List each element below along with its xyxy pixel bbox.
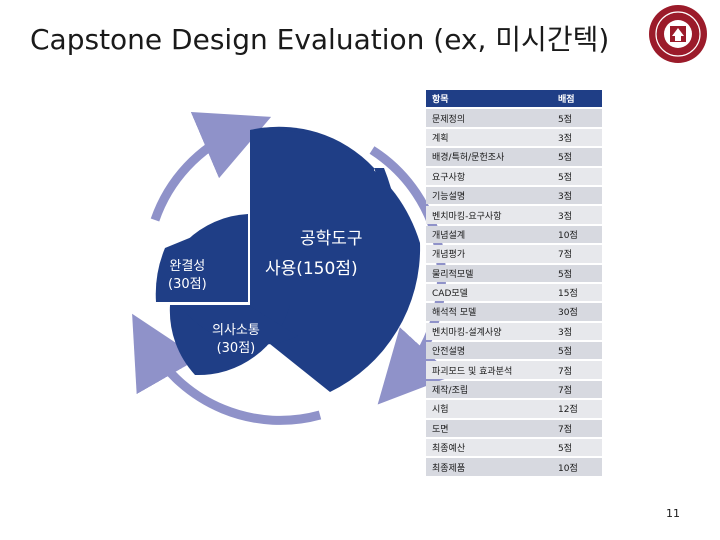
table-cell-item: 개념평가 bbox=[426, 245, 552, 263]
bottom-label-line2: (30점) bbox=[216, 341, 256, 356]
table-header-item: 항목 bbox=[426, 90, 552, 108]
table-row: 개념설계 10점 bbox=[426, 225, 602, 244]
table-cell-item: 기능설명 bbox=[426, 186, 552, 205]
table-row: 벤치마킹-요구사항 3점 bbox=[426, 206, 602, 224]
table-row: 계획 3점 bbox=[426, 128, 602, 147]
table-cell-item: 시험 bbox=[426, 400, 552, 418]
left-label-line1: 완결성 bbox=[169, 259, 206, 274]
table-cell-score: 7점 bbox=[552, 419, 602, 438]
table-cell-item: CAD모델 bbox=[426, 283, 552, 302]
table-row: 문제정의 5점 bbox=[426, 109, 602, 127]
table-cell-score: 5점 bbox=[552, 439, 602, 457]
left-segment-label: 완결성 (30점) bbox=[168, 258, 207, 294]
table-cell-item: 요구사항 bbox=[426, 167, 552, 185]
bottom-label-line1: 의사소통 bbox=[212, 323, 260, 338]
main-segment-fill bbox=[250, 129, 421, 393]
table-cell-item: 문제정의 bbox=[426, 109, 552, 127]
table-cell-score: 10점 bbox=[552, 458, 602, 476]
table-cell-score: 5점 bbox=[552, 264, 602, 282]
slide-title: Capstone Design Evaluation (ex, 미시간텍) bbox=[30, 23, 610, 56]
table-header-score: 배점 bbox=[552, 90, 602, 108]
table-cell-score: 3점 bbox=[552, 186, 602, 205]
table-cell-item: 해석적 모델 bbox=[426, 303, 552, 321]
main-segment-label: 공학도구 사용(150점) bbox=[265, 224, 363, 284]
table-row: 개념평가 7점 bbox=[426, 245, 602, 263]
table-cell-item: 벤치마킹-설계사양 bbox=[426, 322, 552, 341]
bottom-segment-label: 의사소통 (30점) bbox=[212, 322, 260, 358]
table-cell-score: 5점 bbox=[552, 109, 602, 127]
table-row: 도면 7점 bbox=[426, 419, 602, 438]
table-row: 최종예산 5점 bbox=[426, 439, 602, 457]
table-cell-score: 7점 bbox=[552, 361, 602, 379]
table-cell-score: 30점 bbox=[552, 303, 602, 321]
table-cell-score: 5점 bbox=[552, 167, 602, 185]
table-row: 제작/조립 7점 bbox=[426, 380, 602, 399]
table-cell-score: 7점 bbox=[552, 380, 602, 399]
table-cell-score: 15점 bbox=[552, 283, 602, 302]
table-row: 안전설명 5점 bbox=[426, 342, 602, 360]
evaluation-table: 항목 배점 문제정의 5점 계획 3점 배경/특허/문헌조사 5점 요구사항 5점 기능설명 3점… bbox=[426, 88, 602, 478]
university-seal-logo bbox=[649, 5, 707, 63]
table-row: 물리적모델 5점 bbox=[426, 264, 602, 282]
table-cell-item: 최종예산 bbox=[426, 439, 552, 457]
table-cell-item: 벤치마킹-요구사항 bbox=[426, 206, 552, 224]
table-cell-score: 3점 bbox=[552, 128, 602, 147]
main-label-line1: 공학도구 bbox=[300, 229, 363, 249]
table-row: 파괴모드 및 효과분석 7점 bbox=[426, 361, 602, 379]
table-cell-score: 7점 bbox=[552, 245, 602, 263]
table-cell-score: 5점 bbox=[552, 342, 602, 360]
table-cell-item: 최종제품 bbox=[426, 458, 552, 476]
table-row: 기능설명 3점 bbox=[426, 186, 602, 205]
table-row: 해석적 모델 30점 bbox=[426, 303, 602, 321]
table-row: 시험 12점 bbox=[426, 400, 602, 418]
cycle-ring-arrow-top bbox=[150, 112, 272, 222]
table-cell-score: 3점 bbox=[552, 206, 602, 224]
cycle-ring-arrow-bottom bbox=[132, 313, 322, 425]
main-label-line2: 사용(150점) bbox=[264, 259, 358, 279]
table-cell-score: 3점 bbox=[552, 322, 602, 341]
table-cell-score: 5점 bbox=[552, 148, 602, 166]
table-cell-score: 12점 bbox=[552, 400, 602, 418]
table-cell-item: 파괴모드 및 효과분석 bbox=[426, 361, 552, 379]
table-row: 최종제품 10점 bbox=[426, 458, 602, 476]
table-row: 배경/특허/문헌조사 5점 bbox=[426, 148, 602, 166]
table-cell-item: 물리적모델 bbox=[426, 264, 552, 282]
table-cell-item: 계획 bbox=[426, 128, 552, 147]
table-header-row: 항목 배점 bbox=[426, 90, 602, 108]
page-number: 11 bbox=[666, 507, 680, 520]
table-row: 벤치마킹-설계사양 3점 bbox=[426, 322, 602, 341]
table-cell-item: 안전설명 bbox=[426, 342, 552, 360]
left-label-line2: (30점) bbox=[168, 277, 207, 292]
table-cell-item: 개념설계 bbox=[426, 225, 552, 244]
table-row: 요구사항 5점 bbox=[426, 167, 602, 185]
table-cell-item: 제작/조립 bbox=[426, 380, 552, 399]
table-row: CAD모델 15점 bbox=[426, 283, 602, 302]
table-cell-item: 도면 bbox=[426, 419, 552, 438]
table-cell-score: 10점 bbox=[552, 225, 602, 244]
table-cell-item: 배경/특허/문헌조사 bbox=[426, 148, 552, 166]
